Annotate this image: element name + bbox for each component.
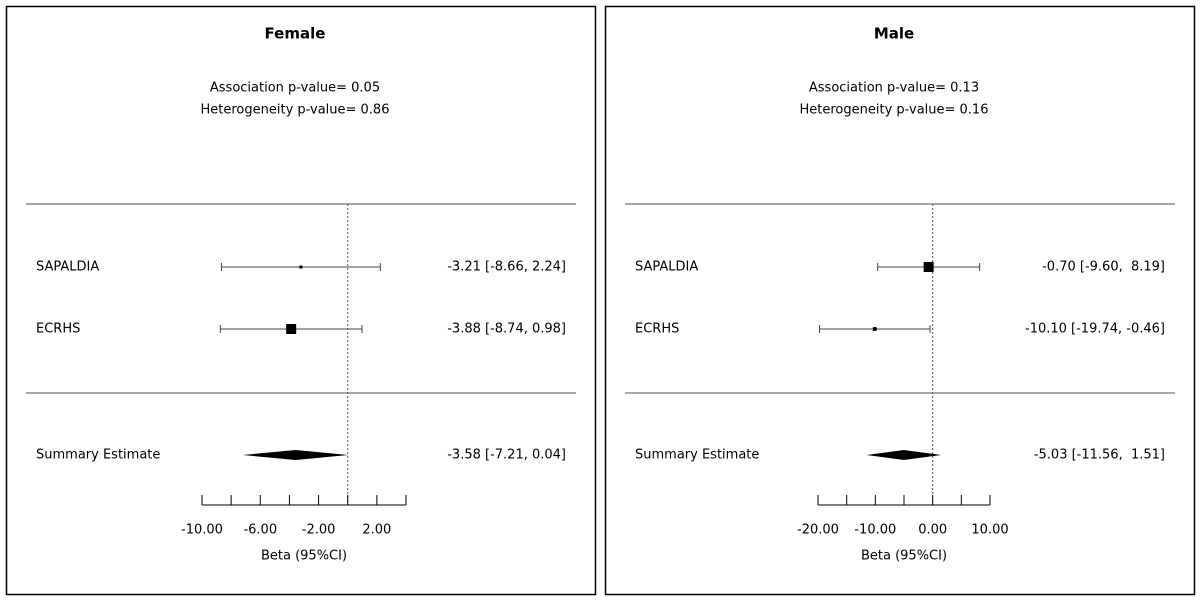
point-estimate — [286, 324, 297, 334]
annotation: Association p-value= 0.05 — [210, 81, 380, 96]
value-label: -3.88 [-8.74, 0.98] — [447, 322, 566, 337]
summary-value-label: -5.03 [-11.56, 1.51] — [1034, 448, 1165, 463]
summary-diamond — [866, 450, 942, 460]
study-label: ECRHS — [635, 322, 679, 337]
x-tick-label: -10.00 — [181, 523, 223, 538]
summary-label: Summary Estimate — [36, 448, 160, 463]
study-label: SAPALDIA — [635, 260, 698, 275]
panel-border — [604, 5, 1196, 596]
summary-label: Summary Estimate — [635, 448, 759, 463]
x-tick-label: -20.00 — [797, 523, 839, 538]
x-tick-label: 0.00 — [918, 523, 947, 538]
study-label: SAPALDIA — [36, 260, 99, 275]
x-tick-label: 2.00 — [362, 523, 391, 538]
annotation: Heterogeneity p-value= 0.86 — [201, 103, 390, 118]
x-tick-label: -6.00 — [243, 523, 277, 538]
point-estimate — [299, 265, 303, 269]
x-tick-label: 10.00 — [971, 523, 1008, 538]
summary-value-label: -3.58 [-7.21, 0.04] — [447, 448, 566, 463]
forest-panel: Female Association p-value= 0.05 Heterogen… — [5, 5, 597, 596]
panel-border — [5, 5, 597, 596]
summary-diamond — [242, 450, 349, 460]
study-label: ECRHS — [36, 322, 80, 337]
x-tick-label: -2.00 — [302, 523, 336, 538]
value-label: -0.70 [-9.60, 8.19] — [1042, 260, 1165, 275]
annotation: Association p-value= 0.13 — [809, 81, 979, 96]
x-axis-label: Beta (95%CI) — [861, 549, 947, 564]
value-label: -10.10 [-19.74, -0.46] — [1025, 322, 1165, 337]
x-axis-label: Beta (95%CI) — [261, 549, 347, 564]
panel-title: Male — [874, 25, 914, 43]
point-estimate — [923, 262, 934, 272]
value-label: -3.21 [-8.66, 2.24] — [447, 260, 566, 275]
point-estimate — [872, 327, 877, 331]
x-tick-label: -10.00 — [854, 523, 896, 538]
panel-title: Female — [265, 25, 326, 43]
forest-panel: Male Association p-value= 0.13 Heterogenei… — [604, 5, 1196, 596]
annotation: Heterogeneity p-value= 0.16 — [800, 103, 989, 118]
